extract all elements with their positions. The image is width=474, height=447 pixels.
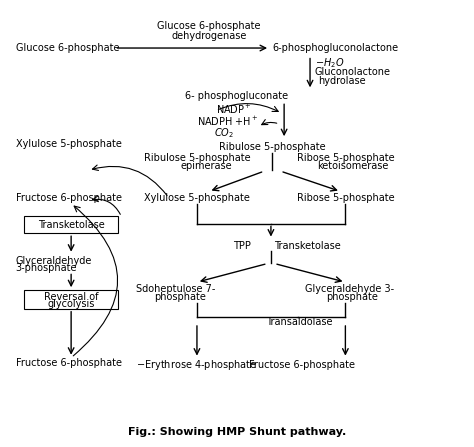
Text: NADPH +H$^+$: NADPH +H$^+$ (197, 115, 258, 128)
Text: NADP$^+$: NADP$^+$ (216, 103, 251, 116)
Text: Ribose 5-phosphate: Ribose 5-phosphate (297, 153, 394, 163)
Text: $-$Erythrose 4-phosphate: $-$Erythrose 4-phosphate (136, 358, 257, 372)
Text: glycolysis: glycolysis (47, 299, 95, 309)
Text: Transketolase: Transketolase (38, 220, 104, 230)
Text: Gluconolactone: Gluconolactone (315, 67, 391, 77)
Text: Glyceraldehyde: Glyceraldehyde (16, 256, 92, 266)
Text: phosphate: phosphate (155, 292, 206, 302)
Text: Reversal of: Reversal of (44, 292, 99, 302)
Text: Xylulose 5-phosphate: Xylulose 5-phosphate (16, 139, 121, 148)
Text: epimerase: epimerase (181, 161, 232, 171)
Text: Fructose 6-phosphate: Fructose 6-phosphate (16, 358, 121, 368)
Text: Fructose 6-phosphate: Fructose 6-phosphate (249, 360, 355, 370)
Text: Glucose 6-phosphate: Glucose 6-phosphate (16, 43, 119, 53)
Text: Ribose 5-phosphate: Ribose 5-phosphate (297, 193, 394, 203)
Text: phosphate: phosphate (327, 292, 378, 302)
Text: hydrolase: hydrolase (318, 76, 365, 86)
Text: 6- phosphogluconate: 6- phosphogluconate (185, 91, 289, 101)
Text: Transketolase: Transketolase (274, 241, 341, 251)
Text: 6-phosphogluconolactone: 6-phosphogluconolactone (273, 43, 399, 53)
Bar (24, 216, 118, 233)
Text: $CO_2$: $CO_2$ (214, 126, 235, 140)
Text: Ribulose 5-phosphate: Ribulose 5-phosphate (144, 153, 250, 163)
Text: Glucose 6-phosphate: Glucose 6-phosphate (157, 21, 261, 31)
Text: Ribulose 5-phosphate: Ribulose 5-phosphate (219, 142, 326, 152)
Text: Glyceraldehyde 3-: Glyceraldehyde 3- (305, 284, 394, 294)
Text: Fig.: Showing HMP Shunt pathway.: Fig.: Showing HMP Shunt pathway. (128, 427, 346, 437)
Text: TPP: TPP (233, 241, 251, 251)
Text: Xylulose 5-phosphate: Xylulose 5-phosphate (144, 193, 250, 203)
Text: 3-phosphate: 3-phosphate (16, 263, 77, 273)
Text: Transaldolase: Transaldolase (266, 317, 332, 327)
Text: Sdoheptulose 7-: Sdoheptulose 7- (136, 284, 215, 294)
Text: Fructose 6-phosphate: Fructose 6-phosphate (16, 193, 121, 203)
Text: ketoisomerase: ketoisomerase (317, 161, 388, 171)
Bar (24, 290, 118, 309)
Text: $-H_2O$: $-H_2O$ (315, 56, 344, 70)
Text: dehydrogenase: dehydrogenase (171, 31, 246, 41)
